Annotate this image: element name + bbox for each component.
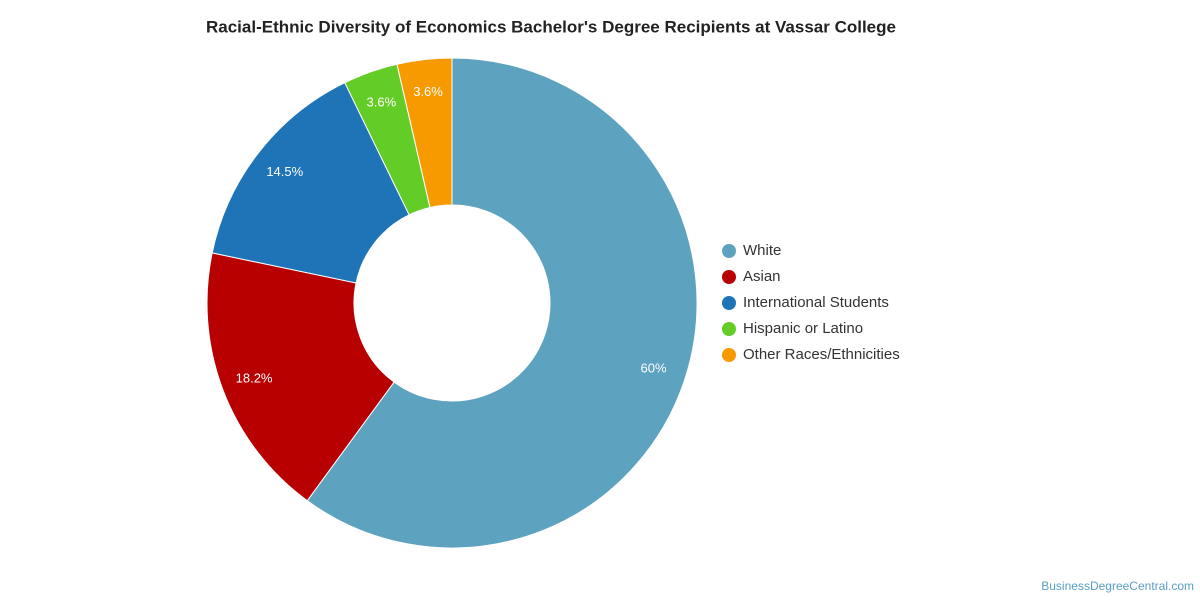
legend-marker bbox=[722, 296, 736, 310]
legend-marker bbox=[722, 244, 736, 258]
legend-marker bbox=[722, 348, 736, 362]
source-credit: BusinessDegreeCentral.com bbox=[1041, 579, 1194, 593]
legend-label: Hispanic or Latino bbox=[743, 320, 863, 337]
value-label: 60% bbox=[640, 360, 666, 375]
legend-marker bbox=[722, 322, 736, 336]
legend-label: Other Races/Ethnicities bbox=[743, 346, 900, 363]
legend-label: White bbox=[743, 242, 781, 259]
legend-marker bbox=[722, 270, 736, 284]
legend-label: Asian bbox=[743, 268, 781, 285]
value-label: 18.2% bbox=[236, 370, 273, 385]
chart-title: Racial-Ethnic Diversity of Economics Bac… bbox=[206, 17, 896, 36]
donut-slice bbox=[211, 82, 410, 284]
donut-slice bbox=[306, 57, 698, 549]
value-label: 3.6% bbox=[413, 84, 443, 99]
donut-slice bbox=[396, 57, 453, 209]
value-label: 3.6% bbox=[367, 95, 397, 110]
legend-label: International Students bbox=[743, 294, 889, 311]
donut-slice bbox=[206, 252, 395, 502]
value-label: 14.5% bbox=[266, 164, 303, 179]
